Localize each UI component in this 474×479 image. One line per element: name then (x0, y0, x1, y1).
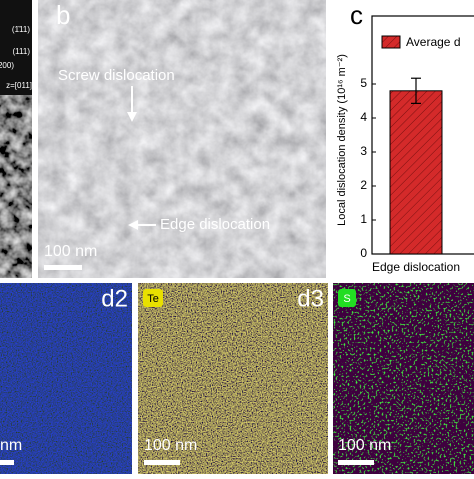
panel-d4-image (333, 283, 474, 474)
element-badge (338, 289, 356, 307)
panel-b-image (38, 0, 326, 278)
y-tick-label: 2 (360, 178, 367, 192)
bar (389, 90, 443, 255)
x-tick-label: Edge dislocation (372, 260, 460, 274)
y-axis-label: Local dislocation density (10¹⁶ m⁻²) (336, 54, 348, 226)
legend-label: Average d (406, 35, 461, 49)
scale-bar-label: nm (0, 437, 22, 454)
spot-label: (111) (13, 47, 31, 56)
scale-bar-label: 100 nm (144, 437, 197, 454)
y-tick-label: 1 (360, 212, 367, 226)
legend-swatch (381, 35, 401, 49)
y-tick-label: 4 (360, 110, 367, 124)
scale-bar (44, 265, 82, 270)
panel-d3-image (138, 283, 328, 474)
spot-label: 200) (0, 61, 14, 70)
scale-bar (144, 460, 180, 465)
arrow-head (127, 112, 137, 122)
diffraction-pattern (0, 0, 32, 95)
annotation: Edge dislocation (160, 216, 270, 233)
panel-label: d2 (101, 285, 128, 312)
y-tick-label: 0 (360, 246, 367, 260)
panel-d2-image (0, 283, 132, 474)
annotation: Screw dislocation (58, 67, 175, 84)
arrow-head (128, 220, 138, 230)
scale-bar-label: 100 nm (44, 243, 97, 260)
scale-bar-label: 100 nm (338, 437, 391, 454)
y-tick-label: 3 (360, 144, 367, 158)
element-badge-label: S (343, 293, 350, 305)
scale-bar (0, 460, 14, 465)
scale-bar (338, 460, 374, 465)
element-badge (143, 289, 163, 307)
panel-label: c (350, 0, 363, 30)
spot-label: (1̄11) (12, 25, 30, 34)
element-badge-label: Te (147, 293, 159, 305)
zone-axis: z=[011] (6, 81, 32, 90)
panel-label: d3 (297, 285, 324, 312)
panel-label: b (56, 0, 70, 30)
y-tick-label: 5 (360, 76, 367, 90)
